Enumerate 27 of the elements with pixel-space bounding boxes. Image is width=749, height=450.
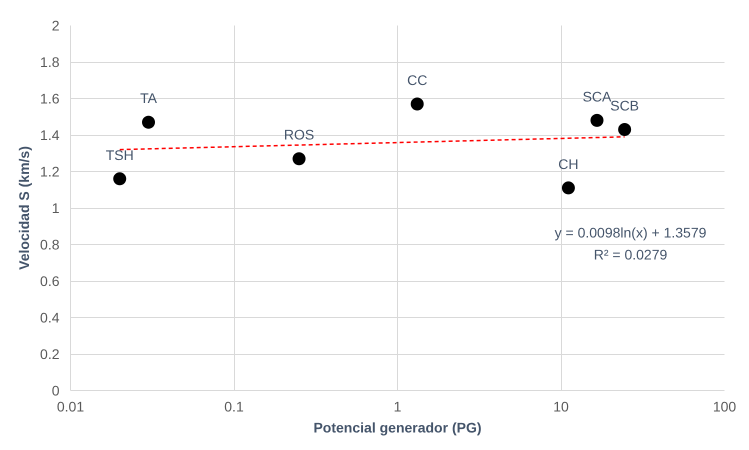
x-tick-label: 0.01 bbox=[56, 398, 84, 414]
annotation: CH bbox=[558, 156, 579, 172]
x-axis-title: Potencial generador (PG) bbox=[313, 420, 482, 436]
y-tick-label: 0.4 bbox=[40, 310, 60, 326]
annotation: TA bbox=[140, 90, 158, 106]
y-tick-label: 0 bbox=[52, 382, 60, 398]
y-tick-label: 1.8 bbox=[40, 54, 60, 70]
x-tick-label: 0.1 bbox=[224, 398, 244, 414]
annotation: SCB bbox=[610, 98, 640, 114]
y-tick-label: 1 bbox=[52, 200, 60, 216]
y-tick-label: 2 bbox=[52, 18, 60, 34]
x-tick-label: 1 bbox=[394, 398, 402, 414]
annotation: SCA bbox=[582, 88, 612, 104]
y-tick-label: 0.8 bbox=[40, 236, 60, 252]
annotation: TSH bbox=[106, 146, 134, 163]
y-tick-label: 1.6 bbox=[40, 90, 60, 106]
annotation: R² = 0.0279 bbox=[594, 246, 668, 262]
annotation: y = 0.0098ln(x) + 1.3579 bbox=[554, 224, 707, 240]
y-axis-title: Velocidad S (km/s) bbox=[16, 146, 32, 270]
annotation: CC bbox=[407, 72, 428, 88]
y-tick-label: 0.6 bbox=[40, 273, 60, 289]
y-tick-label: 0.2 bbox=[40, 346, 60, 362]
x-tick-label: 100 bbox=[712, 398, 736, 414]
x-tick-label: 10 bbox=[553, 398, 569, 414]
y-tick-label: 1.4 bbox=[40, 127, 60, 143]
y-tick-label: 1.2 bbox=[40, 164, 60, 180]
annotation: ROS bbox=[284, 126, 314, 143]
